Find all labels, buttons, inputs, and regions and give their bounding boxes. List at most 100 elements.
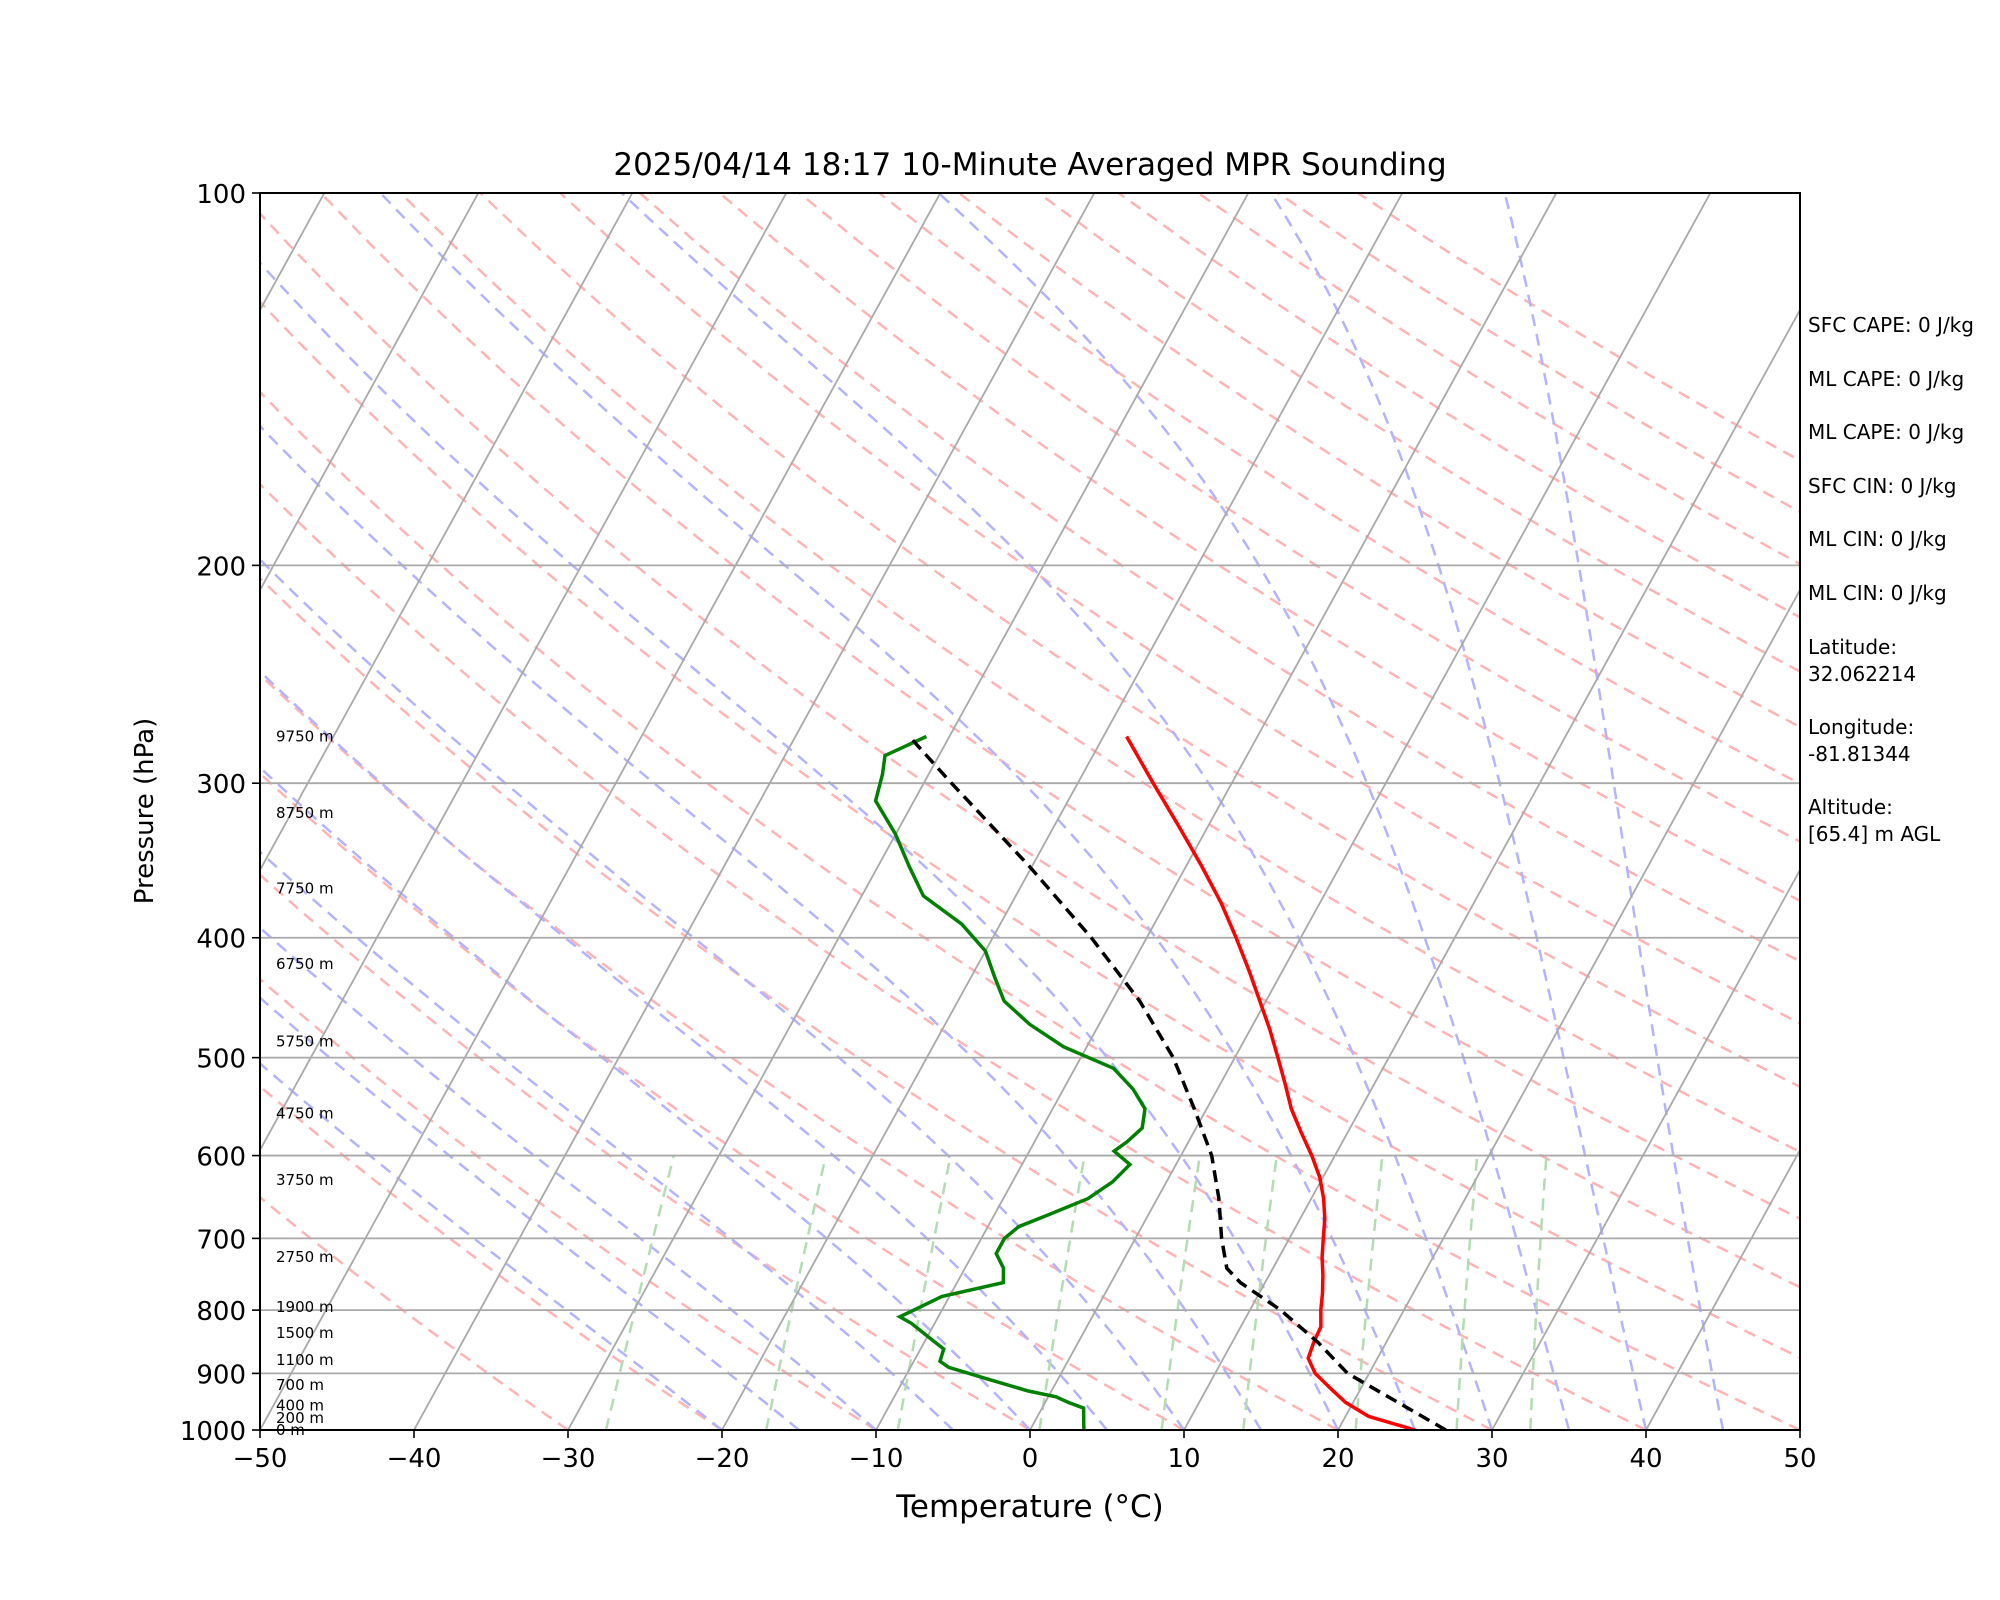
isotherm-line: [875, 193, 1558, 1430]
y-tick-label: 600: [196, 1143, 246, 1173]
moist-adiabat-line: [260, 261, 1340, 1430]
moist-adiabat-line: [260, 669, 1108, 1430]
height-label: 1100 m: [276, 1351, 334, 1369]
moist-adiabat-line: [260, 765, 1031, 1430]
isotherm-line: [260, 193, 788, 1152]
height-label: 3750 m: [276, 1171, 334, 1189]
y-axis-label: Pressure (hPa): [130, 718, 160, 905]
ml-cape-text-2: ML CAPE: 0 J/kg: [1808, 420, 1965, 444]
isotherm-line: [1337, 588, 1800, 1430]
x-tick-label: 20: [1321, 1444, 1354, 1474]
dry-adiabat-line: [260, 771, 1185, 1430]
y-axis-ticks: 1000 900 800 700 600 500 400 300 200 100: [180, 180, 260, 1447]
moist-adiabat-line: [260, 850, 954, 1430]
y-tick-label: 200: [196, 552, 246, 582]
chart-title: 2025/04/14 18:17 10-Minute Averaged MPR …: [613, 147, 1446, 183]
x-tick-label: 0: [1022, 1444, 1039, 1474]
isotherm-line: [721, 193, 1404, 1430]
height-label: 7750 m: [276, 880, 334, 898]
isotherm-line: [260, 193, 634, 872]
pressure-gridlines: [260, 192, 1800, 1431]
ml-cin-text-2: ML CIN: 0 J/kg: [1808, 581, 1947, 605]
parcel-profile-line: [908, 735, 1447, 1430]
dry-adiabat-line: [260, 390, 1800, 1430]
isotherm-line: [1491, 868, 1800, 1430]
height-label: 200 m: [276, 1409, 324, 1427]
dewpoint-profile-line: [873, 734, 1147, 1430]
mixing-ratio-line: [1529, 1155, 1548, 1430]
dry-adiabat-line: [260, 873, 1031, 1430]
dry-adiabat-line: [260, 300, 1800, 1359]
y-tick-label: 800: [196, 1297, 246, 1327]
height-label: 5750 m: [276, 1032, 334, 1050]
mixing-ratio-line: [896, 1155, 952, 1430]
dry-adiabat-line: [260, 211, 1800, 1289]
mixing-ratio-line: [1038, 1155, 1086, 1430]
x-tick-label: 50: [1783, 1444, 1816, 1474]
dry-adiabat-line: [319, 193, 1800, 1220]
mixing-ratio-line: [1160, 1155, 1202, 1430]
x-tick-label: −20: [695, 1444, 750, 1474]
dry-adiabat-line: [559, 193, 1800, 1025]
x-tick-label: −40: [387, 1444, 442, 1474]
dry-adiabat-line: [479, 193, 1800, 1089]
y-tick-label: 400: [196, 925, 246, 955]
y-tick-label: 500: [196, 1045, 246, 1075]
latitude-text: Latitude: 32.062214: [1808, 635, 1917, 686]
y-tick-label: 100: [196, 180, 246, 210]
plot-frame: [259, 192, 1801, 1431]
y-tick-label: 900: [196, 1360, 246, 1390]
dry-adiabat-line: [260, 977, 877, 1430]
moist-adiabat-line: [937, 193, 1571, 1430]
y-tick-label: 700: [196, 1225, 246, 1255]
dry-adiabat-line: [718, 193, 1800, 903]
mixing-ratio-line: [604, 1155, 676, 1430]
height-label: 1900 m: [276, 1298, 334, 1316]
x-tick-label: 30: [1475, 1444, 1508, 1474]
isotherm-line: [567, 193, 1250, 1430]
dry-adiabat-line: [260, 1084, 723, 1430]
height-label: 4750 m: [276, 1105, 334, 1123]
moist-adiabat-line: [1503, 193, 1725, 1430]
isotherm-line: [260, 193, 480, 592]
dry-adiabat-line: [958, 193, 1800, 729]
x-tick-label: −50: [233, 1444, 288, 1474]
sfc-cin-text: SFC CIN: 0 J/kg: [1808, 474, 1957, 498]
height-label: 9750 m: [276, 727, 334, 745]
moist-adiabat-line: [620, 193, 1494, 1430]
y-tick-label: 300: [196, 770, 246, 800]
moist-adiabat-line: [260, 557, 1186, 1430]
height-label: 1500 m: [276, 1324, 334, 1342]
isotherm-line: [1645, 1148, 1800, 1430]
dry-adiabat-line: [260, 1195, 569, 1430]
dry-adiabat-line: [260, 482, 1647, 1430]
y-tick-label: 1000: [180, 1417, 246, 1447]
isotherm-line: [1029, 193, 1712, 1430]
height-label: 6750 m: [276, 955, 334, 973]
moist-adiabat-line: [1269, 193, 1648, 1430]
x-tick-label: −30: [541, 1444, 596, 1474]
sfc-cape-text: SFC CAPE: 0 J/kg: [1808, 313, 1974, 337]
temperature-profile-line: [1125, 735, 1416, 1430]
x-tick-label: 10: [1167, 1444, 1200, 1474]
isotherm-line: [413, 193, 1096, 1430]
height-label: 8750 m: [276, 804, 334, 822]
dry-adiabat-line: [399, 193, 1800, 1154]
height-label: 700 m: [276, 1376, 324, 1394]
ml-cin-text: ML CIN: 0 J/kg: [1808, 527, 1947, 551]
x-tick-label: −10: [849, 1444, 904, 1474]
longitude-text: Longitude: -81.81344: [1808, 715, 1915, 766]
x-tick-label: 40: [1629, 1444, 1662, 1474]
altitude-text: Altitude: [65.4] m AGL: [1808, 795, 1941, 846]
moist-adiabat-line: [260, 424, 1263, 1430]
ml-cape-text: ML CAPE: 0 J/kg: [1808, 367, 1965, 391]
height-label: 400 m: [276, 1396, 324, 1414]
sounding-profiles: [873, 734, 1447, 1430]
moist-adiabat-line: [379, 193, 1417, 1430]
isotherm-line: [260, 193, 942, 1430]
isotherm-line: [1183, 308, 1800, 1430]
x-axis-ticks: −50 −40 −30 −20 −10 0 10 20 30 40 50: [233, 1430, 1817, 1474]
x-axis-label: Temperature (°C): [895, 1489, 1164, 1525]
